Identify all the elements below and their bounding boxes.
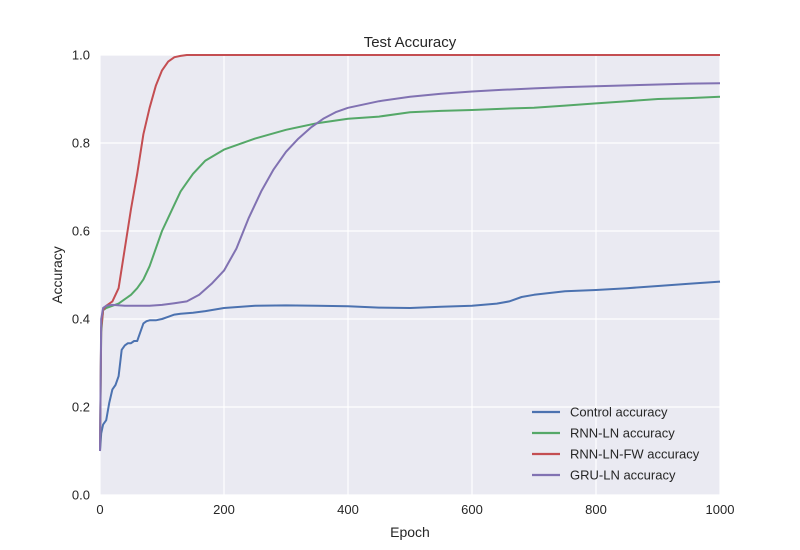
y-tick-label: 0.8 xyxy=(72,136,90,151)
plot-area xyxy=(100,55,720,495)
y-tick-label: 1.0 xyxy=(72,48,90,63)
x-tick-label: 400 xyxy=(337,502,359,517)
tick-labels: 0 200 400 600 800 1000 0.0 0.2 0.4 0.6 0.8 1.0 xyxy=(72,48,735,518)
grid-lines xyxy=(99,54,721,496)
y-tick-label: 0.0 xyxy=(72,488,90,503)
y-axis-title: Accuracy xyxy=(49,246,65,304)
series-line-1 xyxy=(99,280,721,452)
chart-title: Test Accuracy xyxy=(364,34,457,51)
legend-label-1: Control accuracy xyxy=(570,405,668,420)
x-tick-label: 200 xyxy=(213,502,235,517)
y-tick-label: 0.4 xyxy=(72,312,90,327)
y-tick-label: 0.2 xyxy=(72,400,90,415)
series-line-2 xyxy=(99,95,721,452)
x-axis-title: Epoch xyxy=(390,524,430,540)
legend-label-4: GRU-LN accuracy xyxy=(570,468,676,483)
x-tick-label: 800 xyxy=(585,502,607,517)
y-tick-label: 0.6 xyxy=(72,224,90,239)
x-tick-label: 1000 xyxy=(706,502,735,517)
series-line-3 xyxy=(99,54,720,452)
legend-label-3: RNN-LN-FW accuracy xyxy=(570,447,700,462)
x-tick-label: 600 xyxy=(461,502,483,517)
series-line-4 xyxy=(99,82,721,452)
legend-label-2: RNN-LN accuracy xyxy=(570,426,675,441)
legend: Control accuracy RNN-LN accuracy RNN-LN-FW… xyxy=(532,405,700,483)
series-lines xyxy=(99,54,721,452)
x-tick-label: 0 xyxy=(96,502,103,517)
